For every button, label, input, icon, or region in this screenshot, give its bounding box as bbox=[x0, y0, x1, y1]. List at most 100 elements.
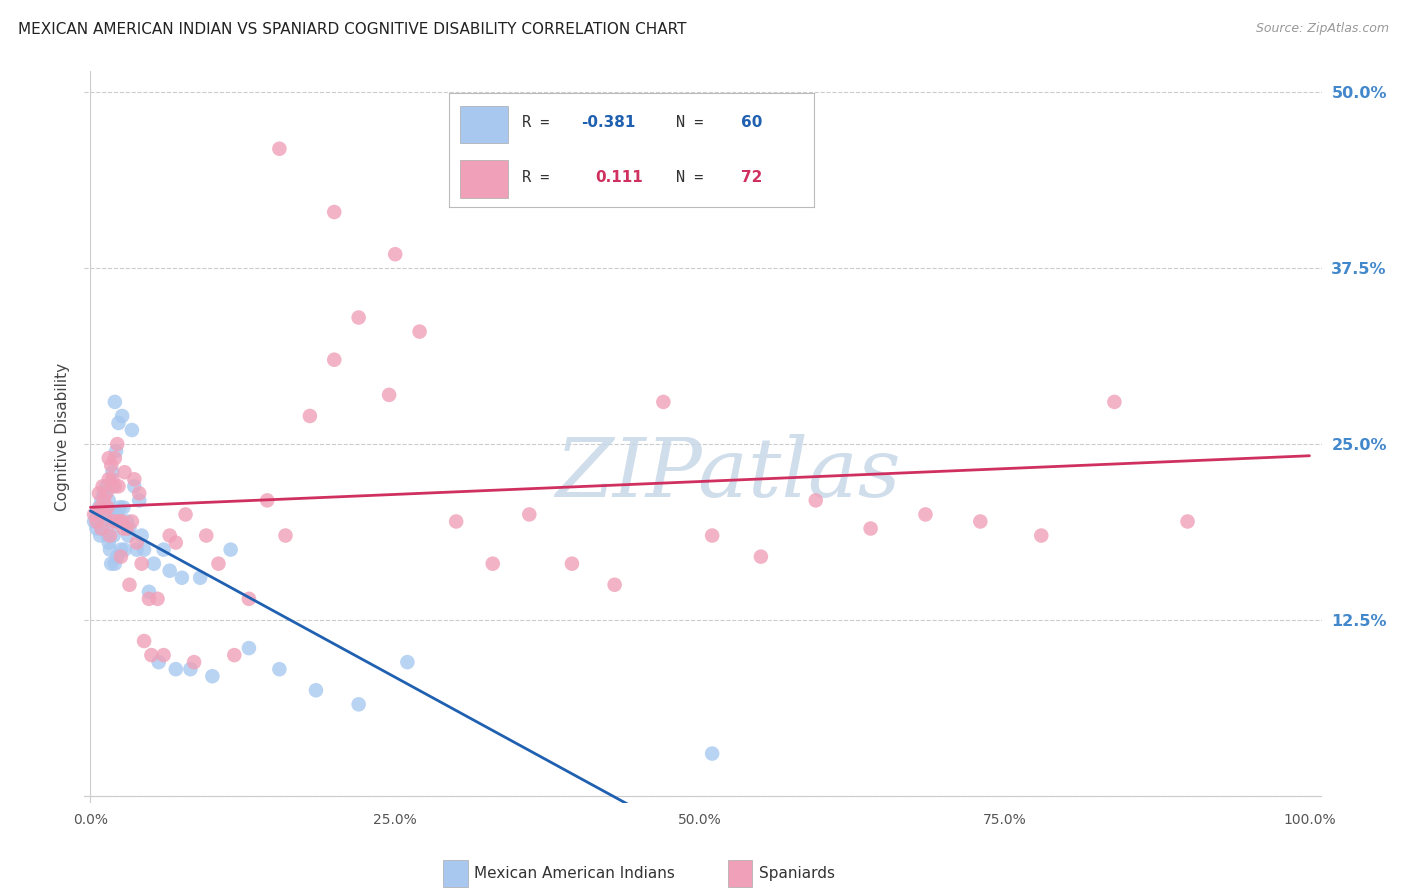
Point bbox=[444, 515, 467, 529]
Point bbox=[347, 698, 370, 712]
Point bbox=[104, 557, 127, 571]
Point bbox=[103, 528, 125, 542]
Point bbox=[188, 571, 211, 585]
Point bbox=[108, 500, 131, 515]
Point bbox=[117, 528, 139, 542]
Point bbox=[94, 508, 117, 522]
Point bbox=[269, 142, 291, 156]
Point bbox=[105, 437, 128, 451]
Text: ZIPatlas: ZIPatlas bbox=[555, 434, 900, 514]
Text: Spaniards: Spaniards bbox=[759, 866, 835, 881]
Point bbox=[96, 528, 118, 542]
Y-axis label: Cognitive Disability: Cognitive Disability bbox=[55, 363, 70, 511]
Point bbox=[105, 444, 128, 458]
Point bbox=[132, 542, 155, 557]
Point bbox=[274, 528, 297, 542]
Point bbox=[125, 535, 148, 549]
Point bbox=[83, 508, 105, 522]
Point bbox=[114, 465, 136, 479]
Point bbox=[481, 557, 503, 571]
Point bbox=[804, 493, 827, 508]
Point bbox=[138, 591, 160, 606]
Point bbox=[378, 388, 401, 402]
Point bbox=[112, 500, 135, 515]
Point bbox=[142, 557, 165, 571]
Point bbox=[207, 557, 229, 571]
Point bbox=[165, 662, 187, 676]
Point bbox=[152, 542, 174, 557]
Point bbox=[97, 451, 120, 466]
Point bbox=[121, 423, 143, 437]
Point bbox=[118, 578, 141, 592]
Point bbox=[914, 508, 936, 522]
Point bbox=[115, 515, 138, 529]
Point bbox=[93, 493, 115, 508]
Point bbox=[652, 395, 675, 409]
Point bbox=[969, 515, 991, 529]
Point bbox=[108, 515, 131, 529]
Point bbox=[96, 508, 118, 522]
Point bbox=[179, 662, 201, 676]
Point bbox=[159, 528, 181, 542]
Point bbox=[128, 493, 150, 508]
Point bbox=[702, 747, 724, 761]
Point bbox=[125, 542, 148, 557]
Point bbox=[219, 542, 242, 557]
Point bbox=[107, 416, 129, 430]
Point bbox=[749, 549, 772, 564]
Point bbox=[110, 542, 132, 557]
Point bbox=[457, 162, 479, 177]
Point bbox=[103, 508, 125, 522]
Point bbox=[396, 655, 419, 669]
Point bbox=[87, 486, 110, 500]
Point bbox=[100, 515, 122, 529]
Point bbox=[105, 508, 128, 522]
Point bbox=[1104, 395, 1126, 409]
Point bbox=[97, 535, 120, 549]
Point bbox=[96, 486, 118, 500]
Point bbox=[603, 578, 626, 592]
Point bbox=[298, 409, 321, 423]
Point bbox=[97, 472, 120, 486]
Point bbox=[98, 542, 121, 557]
Point bbox=[517, 508, 540, 522]
Point bbox=[90, 493, 112, 508]
Point bbox=[256, 493, 278, 508]
Point bbox=[124, 479, 146, 493]
Point bbox=[323, 352, 346, 367]
Point bbox=[89, 500, 111, 515]
Point bbox=[91, 479, 114, 493]
Point bbox=[100, 458, 122, 473]
Point bbox=[101, 465, 124, 479]
Point bbox=[90, 521, 112, 535]
Point bbox=[174, 508, 197, 522]
Point bbox=[110, 549, 132, 564]
Point bbox=[87, 508, 110, 522]
Point bbox=[86, 521, 108, 535]
Point bbox=[224, 648, 246, 662]
Point bbox=[183, 655, 205, 669]
Point bbox=[94, 500, 117, 515]
Point bbox=[107, 479, 129, 493]
Point bbox=[103, 515, 125, 529]
Point bbox=[111, 409, 134, 423]
Point bbox=[105, 515, 128, 529]
Point bbox=[1031, 528, 1053, 542]
Point bbox=[118, 521, 141, 535]
Point bbox=[96, 479, 118, 493]
Point bbox=[96, 500, 118, 515]
Text: MEXICAN AMERICAN INDIAN VS SPANIARD COGNITIVE DISABILITY CORRELATION CHART: MEXICAN AMERICAN INDIAN VS SPANIARD COGN… bbox=[18, 22, 686, 37]
Point bbox=[101, 479, 124, 493]
Point bbox=[165, 535, 187, 549]
Point bbox=[1177, 515, 1199, 529]
Point bbox=[131, 528, 153, 542]
Point bbox=[408, 325, 430, 339]
Point bbox=[561, 557, 583, 571]
Point bbox=[104, 395, 127, 409]
Point bbox=[238, 591, 260, 606]
Point bbox=[114, 542, 136, 557]
Point bbox=[859, 521, 882, 535]
Point bbox=[131, 557, 153, 571]
Point bbox=[121, 515, 143, 529]
Point bbox=[91, 508, 114, 522]
